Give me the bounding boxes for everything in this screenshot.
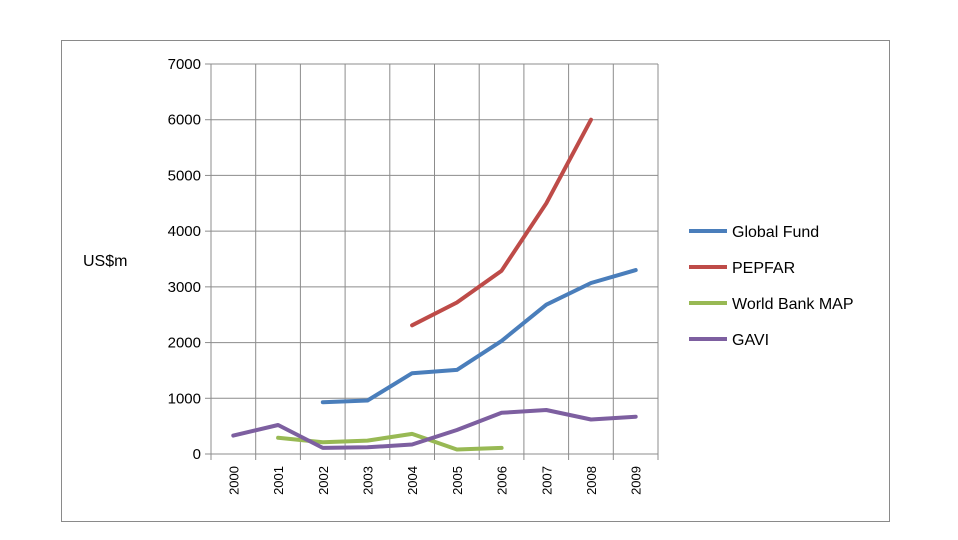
y-tick-label: 3000 (168, 279, 201, 296)
chart-frame: 0 1000 2000 3000 4000 5000 6000 7000 2000 2001 20… (61, 40, 890, 522)
y-axis-label: US$m (83, 253, 127, 270)
x-tick-label: 2001 (271, 466, 286, 495)
y-tick-label: 1000 (168, 390, 201, 407)
y-tick-label: 5000 (168, 167, 201, 184)
legend-entry: World Bank MAP (732, 296, 854, 313)
x-tick-label: 2005 (450, 466, 465, 495)
y-tick-label: 0 (193, 446, 201, 463)
x-tick-label: 2007 (539, 466, 554, 495)
x-tick-label: 2003 (360, 466, 375, 495)
axes (205, 63, 659, 460)
series-line-pepfar (410, 117, 593, 328)
y-tick-label: 7000 (168, 56, 201, 73)
y-tick-label: 4000 (168, 223, 201, 240)
legend-entry: Global Fund (732, 224, 819, 241)
y-tick-label: 6000 (168, 112, 201, 129)
x-tick-label: 2000 (226, 466, 241, 495)
series-lines (231, 117, 638, 452)
x-tick-label: 2002 (316, 466, 331, 495)
grid (211, 63, 659, 455)
x-tick-labels: 2000 2001 2002 2003 2004 2005 2006 2007 2008 2009 (226, 466, 643, 495)
legend: Global Fund PEPFAR World Bank MAP GAVI (689, 224, 854, 349)
y-tick-labels: 0 1000 2000 3000 4000 5000 6000 7000 (168, 56, 201, 463)
series-line-global-fund (320, 268, 638, 405)
y-tick-label: 2000 (168, 335, 201, 352)
legend-entry: GAVI (732, 332, 769, 349)
x-tick-label: 2009 (629, 466, 644, 495)
x-tick-label: 2004 (405, 466, 420, 495)
x-tick-label: 2006 (495, 466, 510, 495)
x-tick-label: 2008 (584, 466, 599, 495)
legend-entry: PEPFAR (732, 260, 795, 277)
series-line-gavi (231, 408, 638, 450)
series-line-world-bank-map (276, 431, 504, 452)
